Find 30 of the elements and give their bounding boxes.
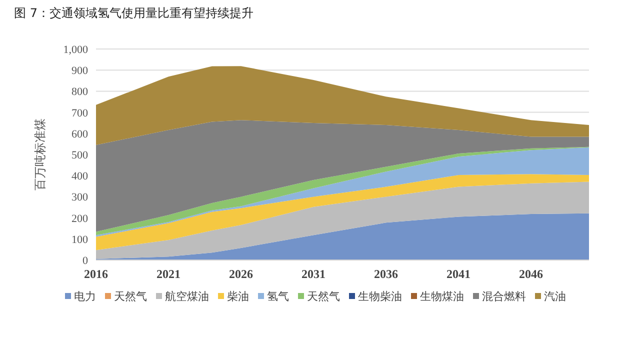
y-tick-label: 500 bbox=[72, 150, 88, 162]
y-tick-label: 0 bbox=[82, 255, 88, 267]
legend-label: 航空煤油 bbox=[165, 290, 209, 303]
y-tick-label: 800 bbox=[72, 86, 88, 98]
x-tick-label: 2046 bbox=[519, 267, 543, 281]
legend-label: 汽油 bbox=[544, 290, 566, 303]
legend-label: 天然气 bbox=[307, 290, 340, 303]
y-tick-label: 300 bbox=[72, 192, 88, 204]
legend-label: 电力 bbox=[74, 290, 96, 303]
legend-label: 氢气 bbox=[267, 290, 289, 303]
y-tick-label: 900 bbox=[72, 65, 88, 78]
y-axis-title: 百万吨标准煤 bbox=[33, 118, 47, 190]
x-tick-label: 2036 bbox=[374, 267, 398, 281]
x-tick-label: 2021 bbox=[156, 267, 180, 281]
y-tick-label: 400 bbox=[72, 170, 88, 183]
legend-label: 柴油 bbox=[227, 290, 249, 303]
chart-title: 图 7：交通领域氢气使用量比重有望持续提升 bbox=[14, 6, 254, 20]
y-tick-label: 700 bbox=[72, 107, 88, 120]
y-tick-label: 100 bbox=[72, 234, 88, 246]
x-tick-label: 2026 bbox=[229, 267, 253, 281]
x-tick-label: 2031 bbox=[302, 267, 326, 281]
legend-label: 生物柴油 bbox=[358, 290, 402, 303]
y-tick-label: 200 bbox=[72, 212, 88, 225]
legend-label: 天然气 bbox=[114, 290, 147, 303]
x-tick-label: 2041 bbox=[446, 267, 470, 281]
y-tick-label: 1,000 bbox=[63, 44, 88, 56]
y-tick-label: 600 bbox=[72, 128, 88, 140]
x-tick-label: 2016 bbox=[84, 267, 108, 281]
legend-label: 生物煤油 bbox=[420, 290, 464, 303]
legend-label: 混合燃料 bbox=[482, 290, 526, 303]
